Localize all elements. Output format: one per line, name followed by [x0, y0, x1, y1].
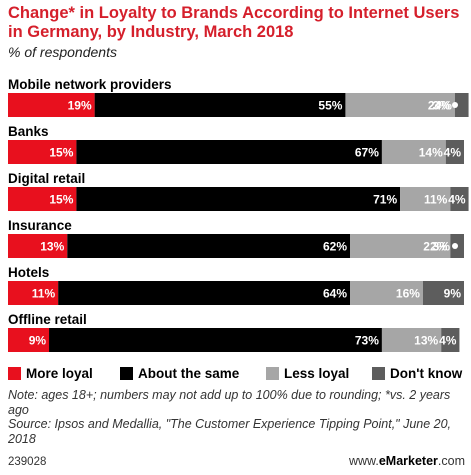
bar-about-the-same-hotels	[58, 281, 350, 305]
bar-more-loyal-digital-retail	[8, 187, 77, 211]
value-label-about-the-same-hotels: 64%	[323, 287, 347, 301]
bar-about-the-same-mobile-network-providers	[94, 93, 346, 117]
legend-swatch-dont-know	[372, 366, 385, 380]
value-label-about-the-same-digital-retail: 71%	[373, 193, 397, 207]
legend-label-about-the-same: About the same	[138, 365, 240, 381]
value-label-about-the-same-mobile-network-providers: 55%	[318, 99, 342, 113]
bar-about-the-same-digital-retail	[76, 187, 401, 211]
bar-less-loyal-insurance	[350, 234, 451, 258]
value-label-don-t-know-banks: 4%	[444, 146, 462, 160]
bar-don-t-know-hotels	[422, 281, 464, 305]
chart-subtitle: % of respondents	[8, 44, 117, 60]
value-label-don-t-know-offline-retail: 4%	[439, 334, 457, 348]
value-label-more-loyal-banks: 15%	[49, 146, 73, 160]
logo-prefix: www.	[348, 454, 379, 468]
category-label-offline-retail: Offline retail	[8, 312, 87, 327]
legend-item-dont-know: Don't know	[372, 363, 462, 383]
category-label-hotels: Hotels	[8, 265, 49, 280]
bar-less-loyal-digital-retail	[400, 187, 451, 211]
bar-don-t-know-offline-retail	[441, 328, 460, 352]
note-text: Note: ages 18+; numbers may not add up t…	[8, 388, 451, 417]
dont-know-marker-mobile-network-providers	[452, 102, 458, 108]
value-label-about-the-same-banks: 67%	[355, 146, 379, 160]
bar-more-loyal-offline-retail	[8, 328, 50, 352]
value-label-more-loyal-offline-retail: 9%	[29, 334, 47, 348]
value-label-don-t-know-mobile-network-providers: 3%	[433, 99, 451, 113]
value-label-don-t-know-digital-retail: 4%	[448, 193, 466, 207]
category-label-insurance: Insurance	[8, 218, 72, 233]
value-label-less-loyal-digital-retail: 11%	[424, 193, 448, 207]
bar-don-t-know-digital-retail	[450, 187, 469, 211]
value-label-less-loyal-hotels: 16%	[396, 287, 420, 301]
chart-legend: More loyal About the same Less loyal Don…	[8, 363, 468, 383]
value-label-don-t-know-hotels: 9%	[444, 287, 462, 301]
source-text: Source: Ipsos and Medallia, "The Custome…	[8, 417, 452, 446]
bar-less-loyal-mobile-network-providers	[345, 93, 455, 117]
legend-item-about-the-same: About the same	[120, 363, 239, 383]
bar-more-loyal-mobile-network-providers	[8, 93, 95, 117]
dont-know-marker-insurance	[452, 243, 458, 249]
legend-label-dont-know: Don't know	[390, 365, 463, 381]
bar-less-loyal-offline-retail	[381, 328, 442, 352]
category-label-mobile-network-providers: Mobile network providers	[8, 77, 172, 92]
chart-title: Change* in Loyalty to Brands According t…	[8, 4, 460, 41]
bar-about-the-same-banks	[76, 140, 382, 164]
legend-label-more-loyal: More loyal	[26, 365, 93, 381]
bar-less-loyal-banks	[381, 140, 446, 164]
emarketer-logo[interactable]: www.eMarketer.com	[349, 454, 465, 468]
legend-item-less-loyal: Less loyal	[266, 363, 349, 383]
category-label-digital-retail: Digital retail	[8, 171, 85, 186]
value-label-about-the-same-insurance: 62%	[323, 240, 347, 254]
value-label-less-loyal-insurance: 22%	[423, 240, 447, 254]
category-label-banks: Banks	[8, 124, 49, 139]
value-label-more-loyal-mobile-network-providers: 19%	[68, 99, 92, 113]
logo-brand: eMarketer	[378, 454, 438, 468]
bar-more-loyal-insurance	[8, 234, 68, 258]
bar-more-loyal-banks	[8, 140, 77, 164]
value-label-more-loyal-insurance: 13%	[40, 240, 64, 254]
legend-swatch-about-the-same	[120, 366, 133, 380]
bar-don-t-know-banks	[445, 140, 464, 164]
value-label-less-loyal-offline-retail: 13%	[414, 334, 438, 348]
value-label-less-loyal-banks: 14%	[419, 146, 443, 160]
legend-item-more-loyal: More loyal	[8, 363, 93, 383]
bar-about-the-same-offline-retail	[49, 328, 382, 352]
value-label-more-loyal-digital-retail: 15%	[49, 193, 73, 207]
value-label-don-t-know-insurance: 3%	[433, 240, 451, 254]
value-label-less-loyal-mobile-network-providers: 24%	[428, 99, 452, 113]
value-label-more-loyal-hotels: 11%	[32, 287, 56, 301]
bar-don-t-know-mobile-network-providers	[454, 93, 469, 117]
bar-about-the-same-insurance	[67, 234, 350, 258]
logo-suffix: .com	[437, 454, 465, 468]
legend-swatch-more-loyal	[8, 366, 21, 380]
bar-less-loyal-hotels	[350, 281, 423, 305]
value-label-about-the-same-offline-retail: 73%	[355, 334, 379, 348]
chart-footnote: Note: ages 18+; numbers may not add up t…	[8, 388, 464, 446]
bar-more-loyal-hotels	[8, 281, 59, 305]
chart-id: 239028	[8, 456, 47, 468]
legend-swatch-less-loyal	[266, 366, 279, 380]
legend-label-less-loyal: Less loyal	[284, 365, 350, 381]
